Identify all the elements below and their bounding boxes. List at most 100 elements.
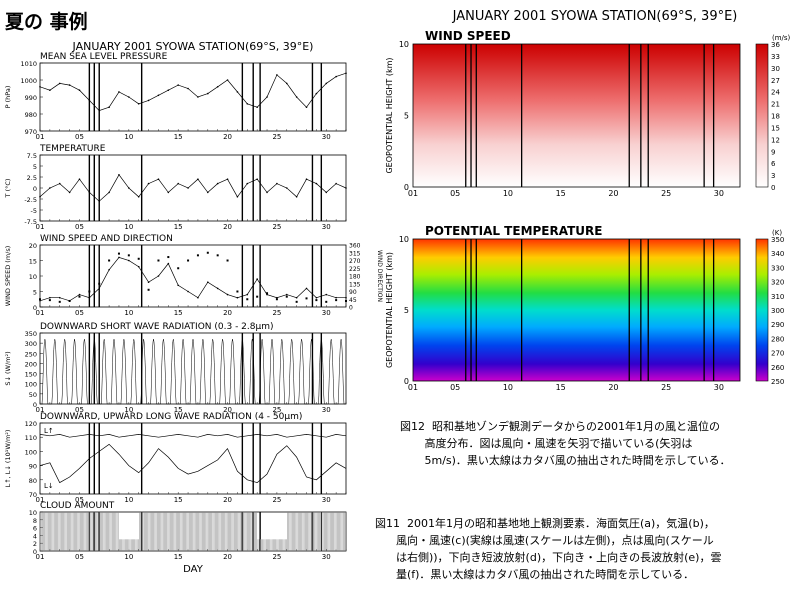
legend-l-up: L↑ <box>44 427 54 435</box>
ytick-label: 250 <box>25 350 37 358</box>
colorbar-label: 340 <box>771 250 784 258</box>
ytick-label: 7.5 <box>27 152 37 160</box>
wind-direction-dot <box>39 298 41 301</box>
xtick-label: 15 <box>174 553 183 561</box>
data-point-mslp <box>295 96 298 98</box>
data-point-temp <box>39 196 41 198</box>
ytick-label: -7.5 <box>24 218 37 226</box>
data-point-wind <box>197 296 199 299</box>
colorbar-label: 15 <box>771 124 780 132</box>
xtick-label: 30 <box>322 223 331 231</box>
colorbar-wind <box>755 43 769 188</box>
data-point-mslp <box>147 99 150 102</box>
ylabel-temp: T (°C) <box>4 179 12 199</box>
data-point-wind <box>207 281 209 284</box>
ytick-label: 300 <box>25 340 37 348</box>
panel-title-sw: DOWNWARD SHORT WAVE RADIATION (0.3 - 2.8… <box>40 322 274 332</box>
ylabel-wind: GEOPOTENTIAL HEIGHT (km) <box>385 57 394 173</box>
colorbar-label: 27 <box>771 77 780 85</box>
ytick-label: 10 <box>399 40 409 49</box>
colorbar-label: 300 <box>771 307 784 315</box>
panel-title-cloud: CLOUD AMOUNT <box>40 501 115 511</box>
series-line-wind <box>39 256 346 302</box>
xtick-label: 25 <box>272 553 281 561</box>
xtick-label: 10 <box>124 553 133 561</box>
colorbar-label: 6 <box>771 160 776 168</box>
colorbar-label: 260 <box>771 364 784 372</box>
colorbar-label: 18 <box>771 113 780 121</box>
data-point-temp <box>226 178 229 180</box>
xtick-label: 15 <box>174 309 183 317</box>
data-point-mslp <box>137 103 140 105</box>
wind-direction-dot <box>295 300 298 303</box>
data-point-mslp <box>256 106 258 108</box>
xtick-label: 10 <box>124 309 133 317</box>
data-point-mslp <box>78 89 81 91</box>
ytick-label: 110 <box>25 434 37 442</box>
data-point-wind <box>236 296 239 299</box>
wind-direction-dot <box>196 254 199 257</box>
colorbar-label: 21 <box>771 101 780 109</box>
ytick-label: 80 <box>29 477 37 485</box>
data-point-mslp <box>207 92 209 95</box>
ytick2-label: 270 <box>349 258 361 265</box>
ytick-label: 980 <box>25 111 37 119</box>
colorbar-label: 310 <box>771 293 784 301</box>
xtick-label: 10 <box>124 406 133 414</box>
xtick-label: 20 <box>608 189 618 198</box>
data-point-wind <box>88 296 91 299</box>
ytick2-label: 0 <box>349 305 353 312</box>
data-point-wind <box>118 256 120 259</box>
data-point-temp <box>335 182 337 185</box>
ytick-label: 6 <box>33 525 37 533</box>
xtick-label: 30 <box>322 309 331 317</box>
data-point-wind <box>246 293 249 296</box>
series-line-temp <box>39 174 347 202</box>
data-point-mslp <box>276 74 278 76</box>
xtick-label: 10 <box>503 189 513 198</box>
colorbar-label: 0 <box>771 184 775 192</box>
ytick-label: 970 <box>25 128 37 136</box>
wind-direction-dot <box>275 298 278 301</box>
ylabel-sw: S↓ (W/m²) <box>4 351 12 385</box>
ytick2-label: 360 <box>349 243 361 250</box>
data-point-temp <box>58 182 61 185</box>
data-point-mslp <box>325 82 328 85</box>
ytick-label: 350 <box>25 330 37 338</box>
ytick-label: 5 <box>33 163 37 171</box>
xtick-label: 01 <box>408 189 418 198</box>
data-point-temp <box>276 182 278 185</box>
xtick-label: 05 <box>75 223 84 231</box>
data-point-temp <box>88 191 91 194</box>
data-point-temp <box>207 191 209 194</box>
data-point-temp <box>256 178 258 180</box>
xtick-label: 25 <box>272 133 281 141</box>
data-point-wind <box>128 259 130 262</box>
ytick-label: 5 <box>33 289 37 297</box>
ylabel-theta: GEOPOTENTIAL HEIGHT (km) <box>385 252 394 368</box>
panel-title-lw: DOWNWARD, UPWARD LONG WAVE RADIATION (4 … <box>40 412 302 422</box>
panel-frame-lw <box>39 422 347 495</box>
wind-direction-dot <box>147 288 150 291</box>
xtick-label: 20 <box>223 406 232 414</box>
xtick-label: 01 <box>36 223 45 231</box>
panel-title-temp: TEMPERATURE <box>39 144 106 154</box>
data-point-mslp <box>128 96 130 98</box>
colorbar-label: 36 <box>771 41 780 49</box>
data-point-mslp <box>266 96 268 98</box>
data-point-temp <box>236 196 239 198</box>
data-point-wind <box>167 262 170 265</box>
data-point-wind <box>256 278 258 280</box>
data-point-wind <box>216 287 219 290</box>
panel-title-wind: WIND SPEED AND DIRECTION <box>40 234 173 244</box>
data-point-mslp <box>39 86 41 88</box>
wind-direction-dot <box>285 295 288 298</box>
xtick-label: 30 <box>322 406 331 414</box>
data-point-temp <box>285 187 288 189</box>
ytick2-label: 315 <box>349 250 361 257</box>
ytick-label: 120 <box>25 420 37 428</box>
data-point-wind <box>305 287 308 290</box>
data-point-wind <box>157 275 160 277</box>
data-point-wind <box>276 296 278 299</box>
